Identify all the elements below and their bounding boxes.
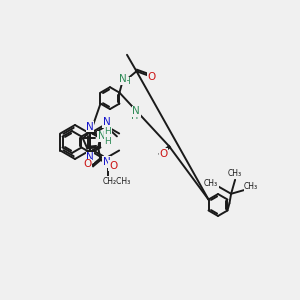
Text: N: N (133, 106, 140, 116)
Text: N: N (86, 122, 94, 131)
Text: O: O (109, 161, 117, 171)
Text: N: N (86, 152, 94, 163)
Text: H: H (131, 111, 138, 122)
Text: O: O (147, 72, 155, 82)
Text: N: N (119, 74, 127, 85)
Text: H: H (104, 137, 111, 146)
Text: N: N (98, 131, 106, 141)
Text: N: N (103, 157, 110, 167)
Text: CH₃: CH₃ (204, 179, 218, 188)
Text: O: O (83, 159, 91, 169)
Text: H: H (124, 77, 130, 86)
Text: CH₃: CH₃ (228, 169, 242, 178)
Text: CH₂CH₃: CH₂CH₃ (103, 177, 131, 186)
Text: H: H (104, 127, 111, 136)
Text: N: N (103, 117, 110, 127)
Text: CH₃: CH₃ (244, 182, 258, 191)
Text: O: O (159, 149, 168, 159)
